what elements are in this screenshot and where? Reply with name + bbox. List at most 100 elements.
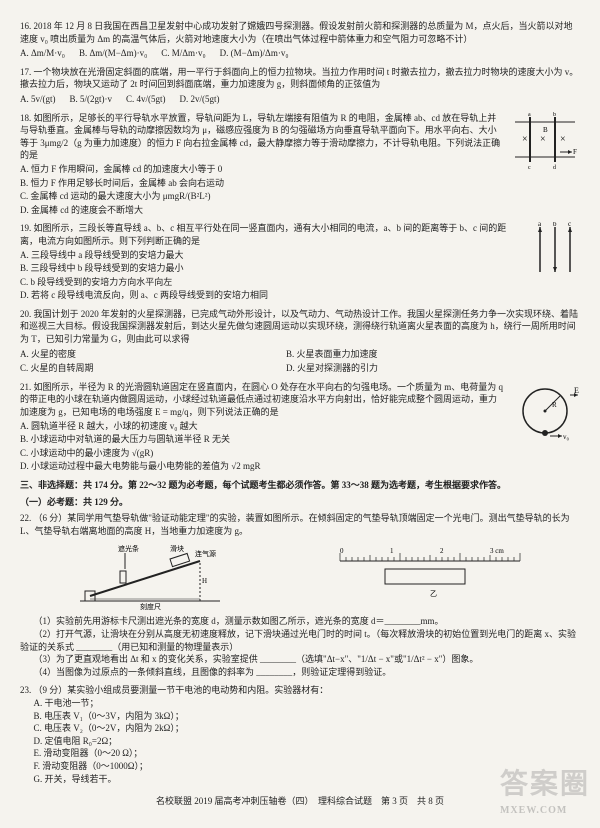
q20-num: 20.: [20, 309, 31, 319]
q23-num: 23.: [20, 685, 31, 695]
svg-text:B: B: [543, 126, 548, 134]
svg-text:乙: 乙: [430, 590, 437, 598]
q18-figure: a b c d B F × × ×: [510, 112, 580, 172]
q18-opt-c: C. 金属棒 cd 运动的最大速度大小为 μmgR/(B²L²): [20, 190, 580, 203]
q18-num: 18.: [20, 113, 31, 123]
watermark-small: MXEW.COM: [500, 804, 590, 818]
exam-page: 16. 2018 年 12 月 8 日我国在西昌卫星发射中心成功发射了嫦娥四号探…: [0, 0, 600, 828]
svg-text:H: H: [202, 577, 207, 585]
q16-opt-b: B. Δm/(M−Δm)·v₀: [79, 47, 147, 60]
watermark-big: 答案圈: [500, 769, 590, 800]
q23-item: D. 定值电阻 R₀=2Ω；: [20, 735, 580, 748]
q19-stem: 如图所示，三段长等直导线 a、b、c 相互平行处在同一竖直面内，通有大小相同的电…: [20, 223, 506, 246]
q21-stem: 如图所示，半径为 R 的光滑圆轨道固定在竖直面内，在圆心 O 处存在水平向右的匀…: [20, 382, 503, 417]
q22-stem: （6 分）某同学用气垫导轨做"验证动能定理"的实验，装置如图所示。在倾斜固定的气…: [20, 513, 570, 536]
svg-text:遮光条: 遮光条: [118, 544, 139, 553]
q20-stem: 我国计划于 2020 年发射的火星探测器，已完成气动外形设计，以及气动力、气动热…: [20, 309, 578, 344]
q21-opt-d: D. 小球运动过程中最大电势能与最小电势能的差值为 √2 mgR: [20, 460, 580, 473]
q21-opt-c: C. 小球运动中的最小速度为 √(gR): [20, 447, 580, 460]
svg-text:v₀: v₀: [563, 433, 570, 441]
q17-opt-b: B. 5/(2gt)·v: [70, 93, 113, 106]
q19-figure: a b c: [530, 222, 580, 277]
q20-opt-b: B. 火星表面重力加速度: [286, 348, 538, 361]
q23-item: F. 滑动变阻器（0～1000Ω）；: [20, 760, 580, 773]
question-20: 20. 我国计划于 2020 年发射的火星探测器，已完成气动外形设计，以及气动力…: [20, 308, 580, 375]
question-17: 17. 一个物块放在光滑固定斜面的底端，用一平行于斜面向上的恒力拉物块。当拉力作…: [20, 66, 580, 106]
q20-options: A. 火星的密度 B. 火星表面重力加速度 C. 火星的自转周期 D. 火星对探…: [20, 348, 580, 375]
question-19: a b c 19. 如图所示，三段长等直导线 a、b、c 相互平行处在同一竖直面…: [20, 222, 580, 302]
question-16: 16. 2018 年 12 月 8 日我国在西昌卫星发射中心成功发射了嫦娥四号探…: [20, 20, 580, 60]
q22-apparatus-figure: 遮光条 滑块 连气源 H 刻度尺: [70, 541, 230, 611]
q22-ruler-figure: 0 1 2 3 cm 乙: [330, 541, 530, 601]
q19-num: 19.: [20, 223, 31, 233]
q16-options: A. Δm/M·v₀ B. Δm/(M−Δm)·v₀ C. M/Δm·v₀ D.…: [20, 47, 580, 60]
svg-text:R: R: [552, 401, 557, 409]
q20-opt-d: D. 火星对探测器的引力: [286, 362, 538, 375]
q16-num: 16.: [20, 21, 31, 31]
q18-options: A. 恒力 F 作用瞬间，金属棒 cd 的加速度大小等于 0 B. 恒力 F 作…: [20, 163, 580, 216]
q17-opt-c: C. 4v/(5gt): [126, 93, 166, 106]
q18-opt-d: D. 金属棒 cd 的速度会不断增大: [20, 204, 580, 217]
q23-stem: （9 分）某实验小组成员要测量一节干电池的电动势和内阻。实验器材有：: [34, 685, 329, 695]
q16-opt-a: A. Δm/M·v₀: [20, 47, 65, 60]
q23-item: G. 开关，导线若干。: [20, 773, 580, 786]
svg-text:d: d: [553, 165, 556, 171]
q19-options: A. 三段导线中 a 段导线受到的安培力最大 B. 三段导线中 b 段导线受到的…: [20, 249, 580, 302]
q16-stem: 2018 年 12 月 8 日我国在西昌卫星发射中心成功发射了嫦娥四号探测器。假…: [20, 21, 573, 44]
q21-opt-b: B. 小球运动中对轨道的最大压力与圆轨道半径 R 无关: [20, 433, 580, 446]
q21-figure: R E v₀: [510, 381, 580, 446]
page-footer: 名校联盟 2019 届高考冲刺压轴卷（四） 理科综合试题 第 3 页 共 8 页: [20, 795, 580, 808]
svg-text:a: a: [538, 222, 542, 228]
q23-item: A. 干电池一节；: [20, 697, 580, 710]
q23-item-list: A. 干电池一节；B. 电压表 V₁（0～3V，内阻为 3kΩ）；C. 电压表 …: [20, 697, 580, 785]
svg-text:刻度尺: 刻度尺: [140, 602, 161, 611]
svg-text:×: ×: [522, 134, 528, 145]
q22-num: 22.: [20, 513, 31, 523]
question-18: a b c d B F × × × 18. 如图所示，足够长的平行导轨水平放置，…: [20, 112, 580, 217]
svg-text:c: c: [568, 222, 571, 228]
svg-text:3 cm: 3 cm: [490, 547, 504, 555]
q18-stem: 如图所示，足够长的平行导轨水平放置，导轨间距为 L，导轨左端接有阻值为 R 的电…: [20, 113, 500, 161]
q19-opt-d: D. 若将 c 段导线电流反向，则 a、c 两段导线受到的安培力相同: [20, 289, 580, 302]
svg-text:b: b: [553, 222, 557, 228]
q22-figures: 遮光条 滑块 连气源 H 刻度尺 0 1 2 3 cm 乙: [20, 541, 580, 611]
question-23: 23. （9 分）某实验小组成员要测量一节干电池的电动势和内阻。实验器材有： A…: [20, 684, 580, 785]
svg-text:连气源: 连气源: [195, 549, 216, 558]
q22-p1: （1）实验前先用游标卡尺测出遮光条的宽度 d，测量示数如图乙所示，遮光条的宽度 …: [20, 615, 580, 628]
q19-opt-b: B. 三段导线中 b 段导线受到的安培力最小: [20, 262, 580, 275]
svg-text:2: 2: [440, 547, 444, 555]
svg-text:×: ×: [560, 134, 566, 145]
q22-p3: （3）为了更直观地看出 Δt 和 x 的变化关系，实验室提供 ________（…: [20, 653, 580, 666]
q17-num: 17.: [20, 67, 31, 77]
q23-item: E. 滑动变阻器（0～20 Ω）；: [20, 747, 580, 760]
svg-text:0: 0: [340, 547, 344, 555]
watermark: 答案圈 MXEW.COM: [500, 765, 590, 818]
section-3-header: 三、非选择题：共 174 分。第 22～32 题为必考题，每个试题考生都必须作答…: [20, 479, 580, 492]
q20-opt-c: C. 火星的自转周期: [20, 362, 272, 375]
q21-num: 21.: [20, 382, 31, 392]
q17-opt-d: D. 2v/(5gt): [180, 93, 220, 106]
q23-item: B. 电压表 V₁（0～3V，内阻为 3kΩ）；: [20, 710, 580, 723]
svg-text:b: b: [553, 112, 556, 118]
svg-text:1: 1: [390, 547, 394, 555]
q22-p4: （4）当图像为过原点的一条倾斜直线，且图像的斜率为 ________，则验证定理…: [20, 666, 580, 679]
q17-stem: 一个物块放在光滑固定斜面的底端，用一平行于斜面向上的恒力拉物块。当拉力作用时间 …: [20, 67, 578, 90]
q21-options: A. 圆轨道半径 R 越大，小球的初速度 v₀ 越大 B. 小球运动中对轨道的最…: [20, 420, 580, 473]
q19-opt-a: A. 三段导线中 a 段导线受到的安培力最大: [20, 249, 580, 262]
section-3a-header: （一）必考题：共 129 分。: [20, 496, 580, 509]
q18-opt-b: B. 恒力 F 作用足够长时间后，金属棒 ab 会向右运动: [20, 177, 580, 190]
question-21: R E v₀ 21. 如图所示，半径为 R 的光滑圆轨道固定在竖直面内，在圆心 …: [20, 381, 580, 473]
svg-text:a: a: [528, 112, 531, 118]
svg-text:F: F: [573, 148, 577, 156]
q19-opt-c: C. b 段导线受到的安培力方向水平向左: [20, 276, 580, 289]
q21-opt-a: A. 圆轨道半径 R 越大，小球的初速度 v₀ 越大: [20, 420, 580, 433]
svg-text:×: ×: [540, 134, 546, 145]
q18-opt-a: A. 恒力 F 作用瞬间，金属棒 cd 的加速度大小等于 0: [20, 163, 580, 176]
question-22: 22. （6 分）某同学用气垫导轨做"验证动能定理"的实验，装置如图所示。在倾斜…: [20, 512, 580, 678]
svg-text:c: c: [528, 165, 531, 171]
q23-item: C. 电压表 V₂（0～2V，内阻为 2kΩ）；: [20, 722, 580, 735]
svg-text:滑块: 滑块: [170, 544, 184, 553]
q22-p2: （2）打开气源，让滑块在分别从高度无初速度释放，记下滑块通过光电门时的时间 t。…: [20, 628, 580, 653]
q17-options: A. 5v/(gt) B. 5/(2gt)·v C. 4v/(5gt) D. 2…: [20, 93, 580, 106]
q16-opt-c: C. M/Δm·v₀: [161, 47, 205, 60]
